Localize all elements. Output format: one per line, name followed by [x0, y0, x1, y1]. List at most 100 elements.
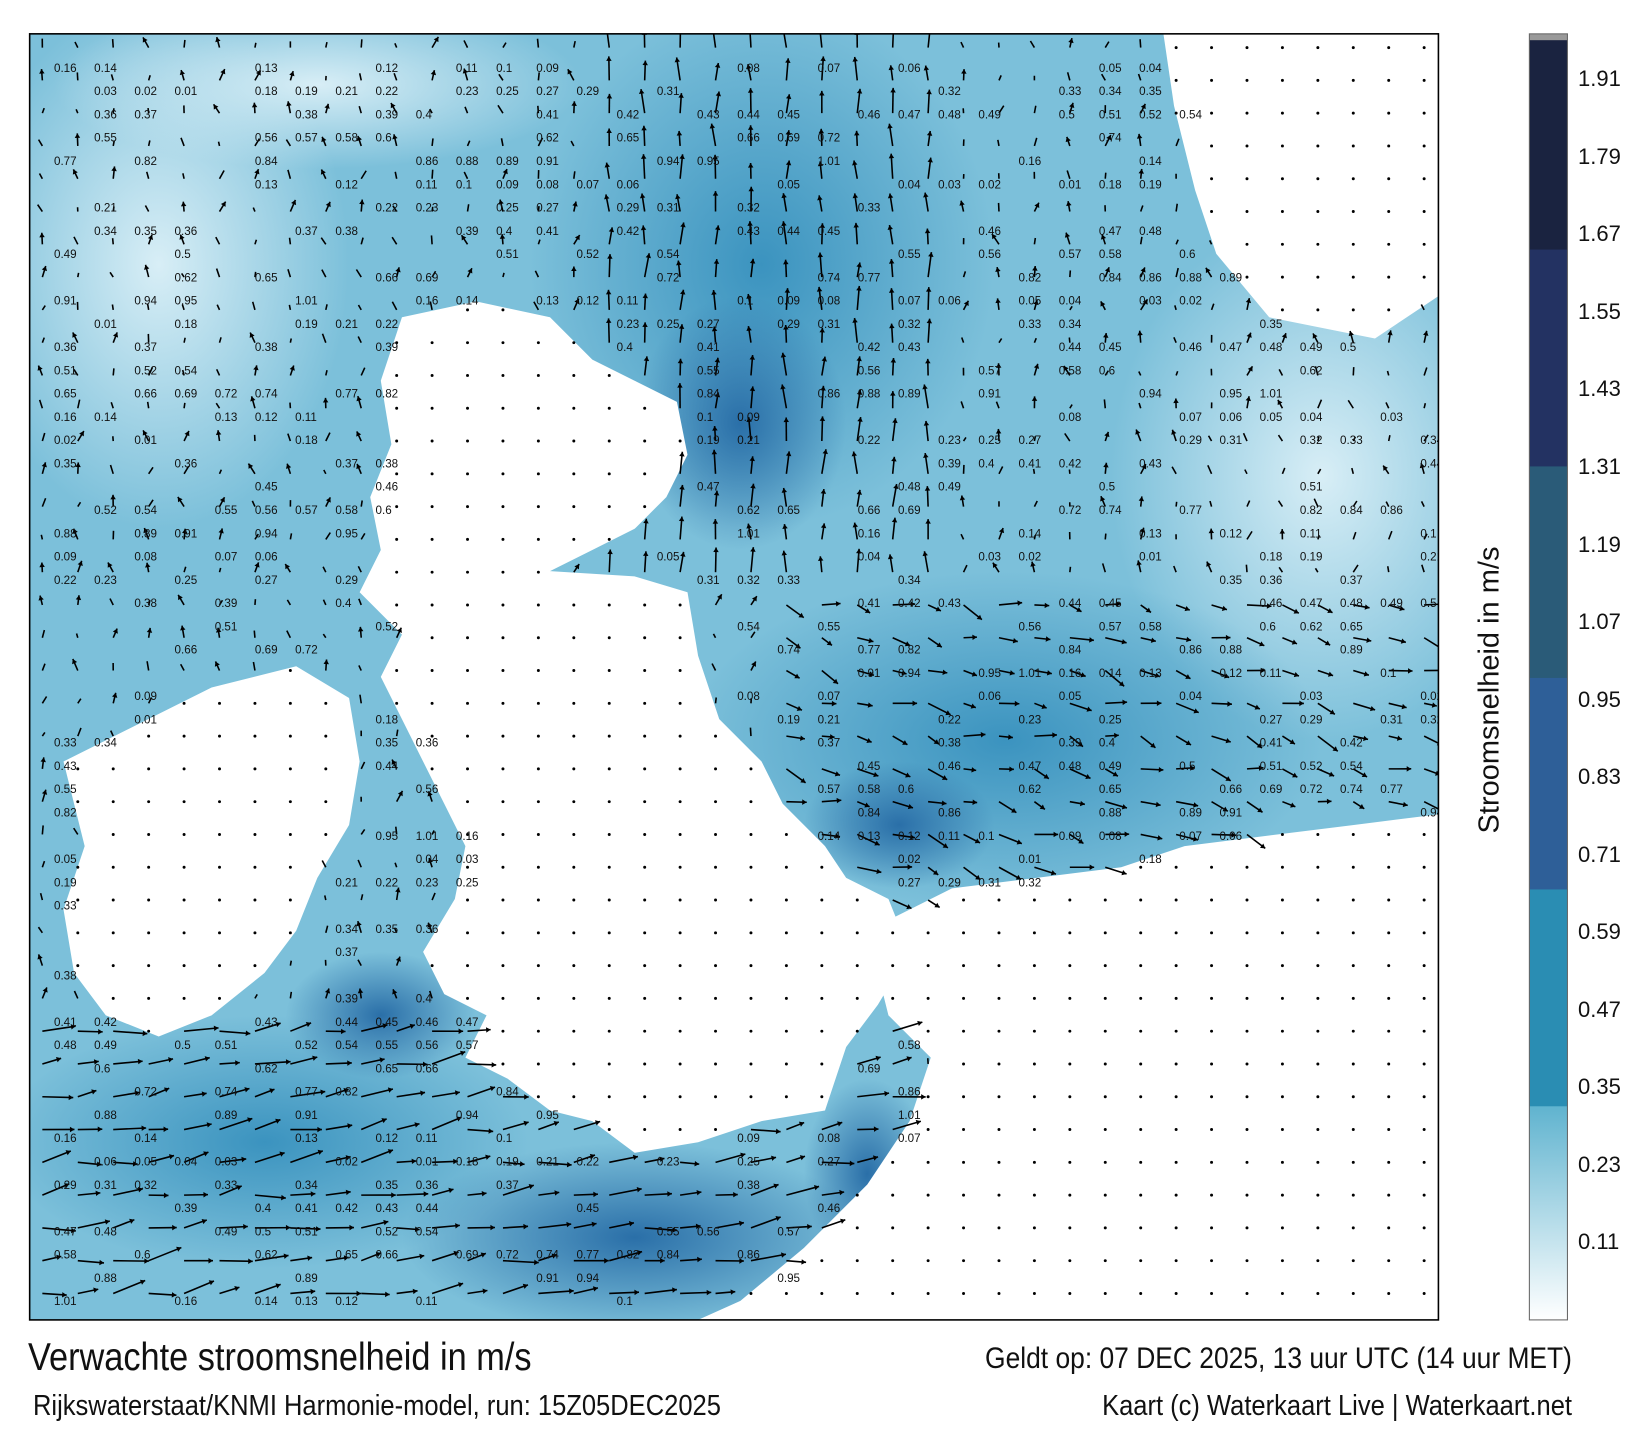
land-dot — [1103, 1029, 1107, 1033]
current-arrow — [1105, 800, 1128, 810]
current-arrow — [109, 271, 114, 278]
land-dot — [820, 865, 824, 869]
current-arrow — [180, 625, 186, 638]
land-dot — [1210, 144, 1214, 148]
current-arrow — [177, 496, 185, 508]
current-arrow — [325, 1155, 351, 1164]
current-arrow — [820, 488, 827, 507]
current-arrow — [818, 556, 824, 573]
speed-label: 0.31 — [94, 1179, 117, 1192]
current-arrow — [1207, 464, 1213, 475]
land-dot — [1387, 1226, 1391, 1230]
current-arrow — [1171, 466, 1177, 475]
land-dot — [997, 1226, 1001, 1230]
land-dot — [1351, 242, 1355, 246]
current-arrow — [467, 1190, 487, 1197]
speed-label: 0.48 — [94, 1225, 117, 1238]
speed-label: 0.29 — [54, 1179, 77, 1192]
current-arrow — [892, 1094, 926, 1100]
land-dot — [855, 1193, 859, 1197]
land-dot — [997, 931, 1001, 935]
speed-label: 0.52 — [295, 1039, 318, 1052]
current-arrow — [746, 326, 752, 343]
land-dot — [1139, 865, 1143, 869]
current-arrow — [852, 56, 859, 81]
current-arrow — [1104, 669, 1125, 687]
speed-label: 0.35 — [376, 923, 399, 936]
current-arrow — [110, 494, 116, 507]
land-dot — [1174, 1062, 1178, 1066]
speed-label: 0.39 — [456, 225, 479, 238]
current-arrow — [1209, 500, 1213, 507]
current-arrow — [1034, 702, 1047, 709]
speed-label: 0.01 — [1139, 551, 1162, 564]
land-dot — [147, 767, 151, 771]
current-arrow — [502, 168, 508, 180]
speed-label: 0.34 — [94, 225, 117, 238]
map-credit[interactable]: Kaart (c) Waterkaart Live | Waterkaart.n… — [1102, 1390, 1572, 1422]
speed-label: 0.36 — [416, 923, 439, 936]
current-arrow — [75, 595, 82, 606]
speed-label: 0.47 — [456, 1016, 479, 1029]
land-dot — [678, 1029, 682, 1033]
current-arrow — [1139, 236, 1143, 245]
speed-label: 0.69 — [858, 1062, 881, 1075]
land-dot — [1422, 1062, 1426, 1066]
speed-label: 0.03 — [1380, 411, 1403, 424]
speed-label: 0.69 — [416, 271, 439, 284]
land-dot — [324, 767, 328, 771]
current-arrow — [606, 56, 612, 81]
land-dot — [1280, 1095, 1284, 1099]
speed-label: 0.04 — [1059, 295, 1082, 308]
current-arrow — [821, 637, 833, 647]
current-arrow — [1278, 368, 1284, 376]
speed-label: 0.82 — [54, 806, 77, 819]
current-arrow — [714, 697, 718, 704]
speed-label: 0.16 — [1019, 155, 1042, 168]
current-arrow — [219, 1258, 253, 1264]
land-dot — [1068, 996, 1072, 1000]
land-dot — [714, 832, 718, 836]
speed-label: 0.22 — [576, 1155, 599, 1168]
current-arrow — [360, 828, 366, 835]
current-arrow — [498, 73, 504, 81]
current-arrow — [1105, 866, 1127, 876]
land-dot — [466, 669, 470, 673]
land-dot — [76, 865, 80, 869]
speed-label: 0.32 — [134, 1179, 157, 1192]
current-arrow — [1352, 768, 1368, 778]
speed-label: 0.56 — [255, 132, 278, 145]
speed-label: 0.09 — [496, 178, 519, 191]
fast-current-patch — [634, 296, 847, 550]
current-arrow — [42, 1126, 75, 1133]
current-arrow — [1388, 636, 1407, 644]
current-arrow — [537, 105, 540, 114]
current-arrow — [1140, 833, 1163, 841]
current-arrow — [821, 669, 839, 685]
current-arrow — [714, 593, 723, 606]
current-arrow — [786, 799, 807, 805]
land-dot — [1245, 865, 1249, 869]
land-dot — [147, 865, 151, 869]
speed-label: 0.4 — [335, 597, 352, 610]
current-arrow — [573, 563, 580, 573]
current-arrow — [1069, 669, 1086, 678]
speed-label: 0.52 — [376, 1225, 399, 1238]
land-dot — [1280, 1128, 1284, 1132]
speed-label: 0.54 — [657, 248, 680, 261]
speed-label: 0.52 — [1300, 760, 1323, 773]
land-dot — [1422, 1095, 1426, 1099]
speed-label: 0.02 — [898, 853, 921, 866]
land-dot — [1351, 996, 1355, 1000]
speed-label: 0.57 — [818, 783, 841, 796]
current-arrow — [38, 399, 44, 409]
speed-label: 0.86 — [898, 1086, 921, 1099]
speed-label: 0.41 — [1019, 457, 1042, 470]
land-dot — [1280, 865, 1284, 869]
current-arrow — [287, 169, 292, 179]
current-arrow — [750, 1155, 777, 1164]
speed-label: 0.49 — [94, 1039, 117, 1052]
land-dot — [253, 734, 257, 738]
current-arrow — [781, 193, 788, 212]
speed-label: 0.58 — [1139, 620, 1162, 633]
